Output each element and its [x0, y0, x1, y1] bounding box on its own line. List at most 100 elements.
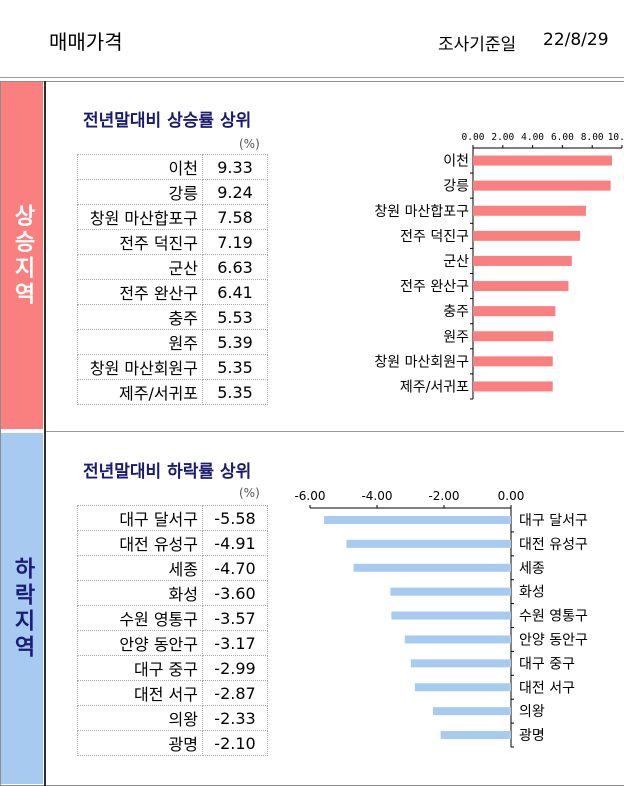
x-tick-label: 8.00: [581, 132, 604, 143]
change-rate-cell: -2.33: [202, 705, 268, 731]
region-name-cell: 이천: [77, 154, 203, 180]
rising-section: 전년말대비 상승률 상위 (%) 이천 9.33 강릉 9.24 창원 마산합포구 7.5…: [46, 82, 624, 432]
category-label: 대구 중구: [519, 656, 575, 672]
category-label: 안양 동안구: [519, 632, 588, 648]
bar: [404, 635, 511, 644]
falling-region-text: 하락지역: [10, 556, 35, 661]
rising-region-text: 상승지역: [10, 203, 35, 308]
falling-table-row: 수원 영통구 -3.57: [77, 605, 268, 631]
category-label: 창원 마산회원구: [374, 354, 469, 370]
x-tick-label: 0.00: [462, 132, 485, 143]
bar: [410, 659, 511, 668]
change-rate-cell: -2.99: [202, 655, 268, 681]
rising-table: 이천 9.33 강릉 9.24 창원 마산합포구 7.58 전주 덕진구 7.19 군산 6.63…: [77, 154, 268, 405]
bar: [473, 356, 553, 367]
region-name-cell: 의왕: [77, 705, 203, 731]
change-rate-cell: -3.57: [202, 605, 268, 631]
x-tick-label: 0.00: [498, 489, 525, 503]
region-name-cell: 충주: [77, 304, 203, 330]
change-rate-cell: -3.60: [202, 580, 268, 606]
falling-table-row: 의왕 -2.33: [77, 705, 268, 731]
falling-table-row: 대전 서구 -2.87: [77, 680, 268, 706]
region-name-cell: 창원 마산회원구: [77, 354, 203, 380]
category-label: 원주: [443, 329, 469, 345]
change-rate-cell: 7.19: [202, 229, 268, 255]
bar: [473, 180, 611, 191]
category-label: 강릉: [443, 179, 469, 195]
region-name-cell: 대전 서구: [77, 680, 203, 706]
x-tick-label: -2.00: [428, 489, 459, 503]
category-label: 화성: [519, 585, 545, 601]
category-label: 제주/서귀포: [400, 379, 469, 395]
change-rate-cell: 7.58: [202, 204, 268, 230]
rising-unit: (%): [239, 137, 260, 151]
category-label: 수원 영통구: [519, 609, 588, 625]
region-name-cell: 창원 마산합포구: [77, 204, 203, 230]
region-name-cell: 군산: [77, 254, 203, 280]
bar: [346, 539, 511, 548]
region-name-cell: 대구 달서구: [77, 505, 203, 531]
change-rate-cell: 5.39: [202, 329, 268, 355]
change-rate-cell: 6.41: [202, 279, 268, 305]
category-label: 전주 완산구: [400, 279, 469, 295]
page-title: 매매가격: [49, 30, 123, 54]
category-label: 전주 덕진구: [400, 229, 469, 245]
category-label: 세종: [519, 561, 545, 577]
region-name-cell: 수원 영통구: [77, 605, 203, 631]
category-label: 광명: [519, 728, 545, 744]
falling-unit: (%): [239, 486, 260, 500]
region-name-cell: 제주/서귀포: [77, 379, 203, 405]
category-label: 대전 유성구: [519, 537, 588, 553]
falling-section-title: 전년말대비 하락률 상위: [83, 462, 252, 482]
rising-table-row: 제주/서귀포 5.35: [77, 379, 268, 405]
bar: [473, 306, 556, 317]
change-rate-cell: -5.58: [202, 505, 268, 531]
falling-table-row: 광명 -2.10: [77, 730, 268, 756]
change-rate-cell: 9.24: [202, 179, 268, 205]
change-rate-cell: 5.35: [202, 379, 268, 405]
rising-table-row: 원주 5.39: [77, 329, 268, 355]
rising-section-title: 전년말대비 상승률 상위: [83, 111, 252, 131]
category-label: 군산: [443, 254, 469, 270]
falling-table-row: 세종 -4.70: [77, 555, 268, 581]
bar: [432, 707, 511, 716]
region-name-cell: 안양 동안구: [77, 630, 203, 656]
x-tick-label: 2.00: [491, 132, 514, 143]
falling-table-row: 대구 달서구 -5.58: [77, 505, 268, 531]
region-name-cell: 강릉: [77, 179, 203, 205]
falling-table-row: 화성 -3.60: [77, 580, 268, 606]
rising-table-row: 창원 마산회원구 5.35: [77, 354, 268, 380]
change-rate-cell: -3.17: [202, 630, 268, 656]
category-label: 창원 마산합포구: [374, 204, 469, 220]
category-label: 대구 달서구: [519, 513, 588, 529]
region-name-cell: 세종: [77, 555, 203, 581]
category-label: 대전 서구: [519, 680, 575, 696]
bar: [473, 255, 572, 266]
bar: [324, 515, 511, 524]
region-name-cell: 광명: [77, 730, 203, 756]
rising-table-row: 창원 마산합포구 7.58: [77, 204, 268, 230]
side-divider: [44, 81, 46, 786]
region-name-cell: 전주 덕진구: [77, 229, 203, 255]
region-name-cell: 화성: [77, 580, 203, 606]
change-rate-cell: 5.53: [202, 304, 268, 330]
region-name-cell: 대구 중구: [77, 655, 203, 681]
x-tick-label: -6.00: [294, 489, 325, 503]
bar: [414, 683, 511, 692]
change-rate-cell: 9.33: [202, 154, 268, 180]
change-rate-cell: 5.35: [202, 354, 268, 380]
bar: [390, 587, 511, 596]
survey-date-label: 조사기준일: [438, 35, 517, 55]
bar: [473, 205, 586, 216]
change-rate-cell: -2.87: [202, 680, 268, 706]
bar: [473, 155, 613, 166]
falling-table-row: 안양 동안구 -3.17: [77, 630, 268, 656]
falling-chart: -6.00 -4.00 -2.00 0.00 대구 달서구 대전 유성구 세종 화성 수원 영통…: [292, 484, 624, 774]
rising-table-row: 강릉 9.24: [77, 179, 268, 205]
falling-section: 전년말대비 하락률 상위 (%) 대구 달서구 -5.58 대전 유성구 -4.91 세…: [46, 432, 624, 784]
rising-table-row: 전주 완산구 6.41: [77, 279, 268, 305]
change-rate-cell: 6.63: [202, 254, 268, 280]
